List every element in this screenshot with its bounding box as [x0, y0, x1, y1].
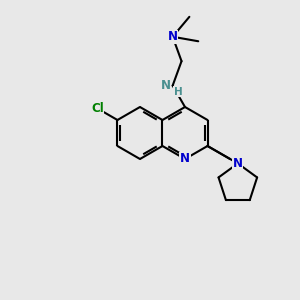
Text: N: N [168, 30, 178, 43]
Text: Cl: Cl [91, 102, 104, 116]
Text: H: H [174, 87, 182, 97]
Text: N: N [180, 152, 190, 166]
Text: N: N [161, 79, 171, 92]
Text: N: N [233, 157, 243, 170]
